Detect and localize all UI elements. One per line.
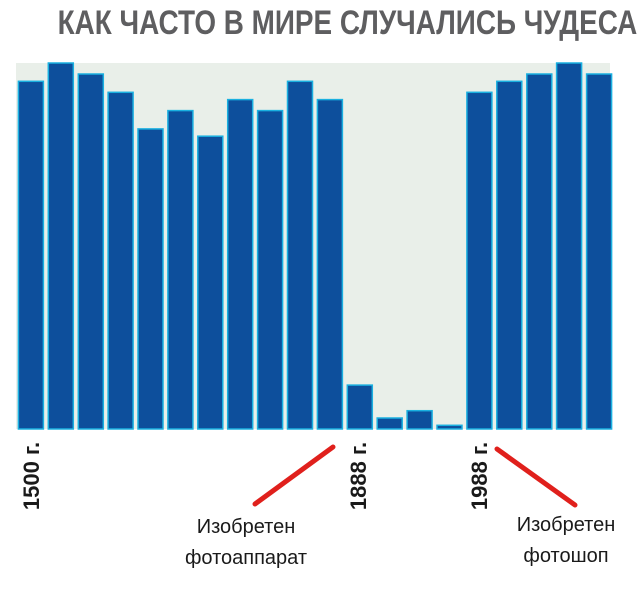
bar-0 [17, 80, 45, 430]
bar-series [17, 62, 613, 430]
bar-6 [197, 135, 224, 430]
bar-10 [316, 98, 344, 430]
bar-8 [256, 109, 284, 430]
tick-label-1500: 1500 г. [19, 442, 44, 510]
bar-12 [376, 417, 403, 430]
tick-label-1988: 1988 г. [467, 442, 492, 510]
bar-16 [496, 80, 523, 430]
bar-2 [77, 73, 105, 430]
bar-1 [47, 62, 75, 430]
annotation-arrow-camera [252, 444, 336, 507]
bar-14 [436, 424, 463, 430]
annotation-photoshop-line-2: фотошоп [523, 545, 608, 567]
bar-4 [137, 128, 164, 430]
bar-18 [555, 62, 583, 430]
bar-11 [346, 384, 374, 430]
bar-17 [526, 73, 553, 430]
annotation-camera-line-2: фотоаппарат [185, 547, 307, 569]
annotation-photoshop-line-1: Изобретен [517, 514, 616, 536]
bar-7 [226, 98, 254, 430]
bar-19 [585, 73, 613, 430]
annotation-camera-line-1: Изобретен [197, 516, 296, 538]
bar-3 [107, 91, 134, 430]
bar-5 [167, 109, 194, 430]
annotation-arrow-photoshop [494, 446, 578, 508]
bar-13 [406, 409, 433, 430]
chart-title: КАК ЧАСТО В МИРЕ СЛУЧАЛИСЬ ЧУДЕСА [57, 4, 638, 42]
tick-label-1888: 1888 г. [346, 442, 371, 510]
bar-9 [286, 80, 314, 430]
bar-15 [466, 91, 493, 430]
